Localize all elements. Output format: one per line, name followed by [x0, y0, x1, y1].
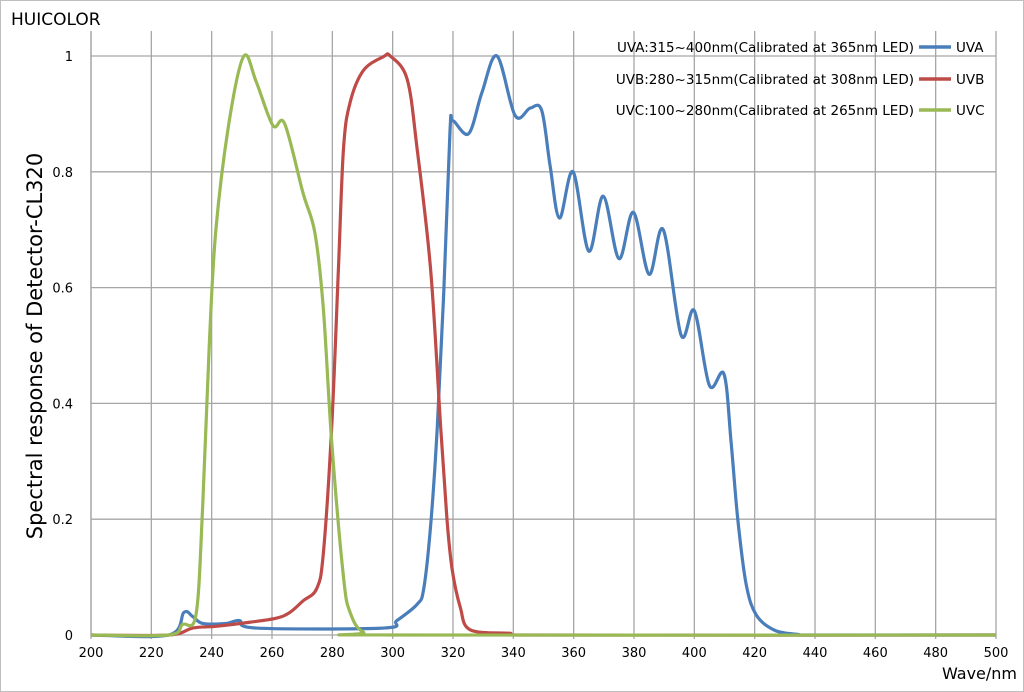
y-tick-label: 0.6: [52, 282, 73, 297]
legend-description: UVB:280~315nm(Calibrated at 308nm LED): [616, 72, 914, 88]
series-line-uvc: [90, 53, 997, 638]
x-tick-label: 280: [320, 646, 345, 661]
legend-description: UVC:100~280nm(Calibrated at 265nm LED): [616, 103, 914, 119]
y-tick-label: 0.8: [52, 166, 73, 181]
x-tick-label: 220: [139, 646, 164, 661]
brand-label: HUICOLOR: [11, 10, 101, 30]
legend-entry: UVC: [956, 103, 985, 119]
y-tick-label: 0: [65, 629, 73, 644]
x-tick-label: 200: [79, 646, 104, 661]
x-tick-label: 420: [742, 646, 767, 661]
y-tick-label: 0.4: [52, 397, 73, 412]
x-tick-label: 360: [561, 646, 586, 661]
x-tick-label: 340: [501, 646, 526, 661]
x-tick-label: 380: [622, 646, 647, 661]
x-tick-label: 300: [380, 646, 405, 661]
legend-entry: UVA: [956, 40, 984, 56]
legend-description: UVA:315~400nm(Calibrated at 365nm LED): [617, 40, 914, 56]
x-tick-label: 320: [441, 646, 466, 661]
x-tick-label: 500: [984, 646, 1009, 661]
series-line-uva: [90, 54, 997, 639]
x-tick-label: 480: [923, 646, 948, 661]
x-tick-label: 460: [863, 646, 888, 661]
x-axis-label: Wave/nm: [941, 664, 1017, 683]
y-tick-label: 0.2: [52, 513, 73, 528]
y-tick-label: 1: [65, 50, 73, 65]
x-tick-label: 440: [803, 646, 828, 661]
series-line-uvb: [90, 52, 997, 638]
x-tick-label: 240: [199, 646, 224, 661]
x-tick-label: 260: [260, 646, 285, 661]
x-tick-label: 400: [682, 646, 707, 661]
legend-entry: UVB: [956, 72, 984, 88]
